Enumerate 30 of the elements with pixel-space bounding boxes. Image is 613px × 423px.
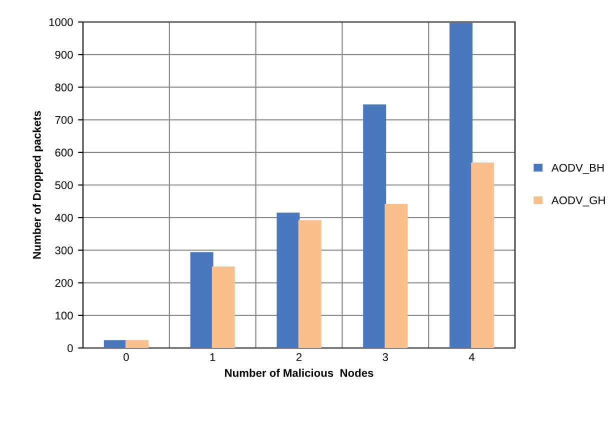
- y-tick-label: 800: [55, 83, 73, 92]
- y-tick-label: 300: [55, 246, 73, 254]
- bar: [126, 340, 148, 348]
- y-tick-label: 200: [55, 279, 73, 287]
- y-tick-label: 1000: [49, 18, 73, 26]
- y-tick-label: 700: [55, 116, 73, 124]
- bar: [384, 204, 408, 348]
- x-tick-label: 4: [468, 353, 475, 361]
- legend-label: AODV_BH: [551, 164, 604, 174]
- y-axis-title: Number of Dropped packets: [32, 111, 44, 259]
- y-tick-label: 600: [55, 148, 73, 157]
- y-tick-label: 100: [56, 312, 73, 320]
- y-tick-label: 0: [68, 344, 73, 352]
- x-tick-label: 3: [382, 353, 388, 362]
- x-axis-title: Number of Malicious Nodes: [225, 368, 374, 377]
- bar: [104, 340, 127, 348]
- bar: [212, 266, 235, 348]
- bar: [363, 104, 386, 348]
- y-tick-label: 900: [55, 50, 73, 59]
- x-tick-label: 2: [296, 353, 302, 361]
- x-tick-label: 1: [210, 353, 216, 361]
- bar: [471, 162, 494, 348]
- bar: [276, 212, 300, 348]
- bar: [450, 22, 472, 348]
- bar: [190, 252, 214, 348]
- legend-label: AODV_GH: [551, 196, 605, 206]
- y-tick-label: 500: [55, 181, 73, 190]
- bar: [298, 220, 322, 348]
- x-tick-label: 0: [124, 353, 129, 362]
- y-tick-label: 400: [54, 214, 73, 222]
